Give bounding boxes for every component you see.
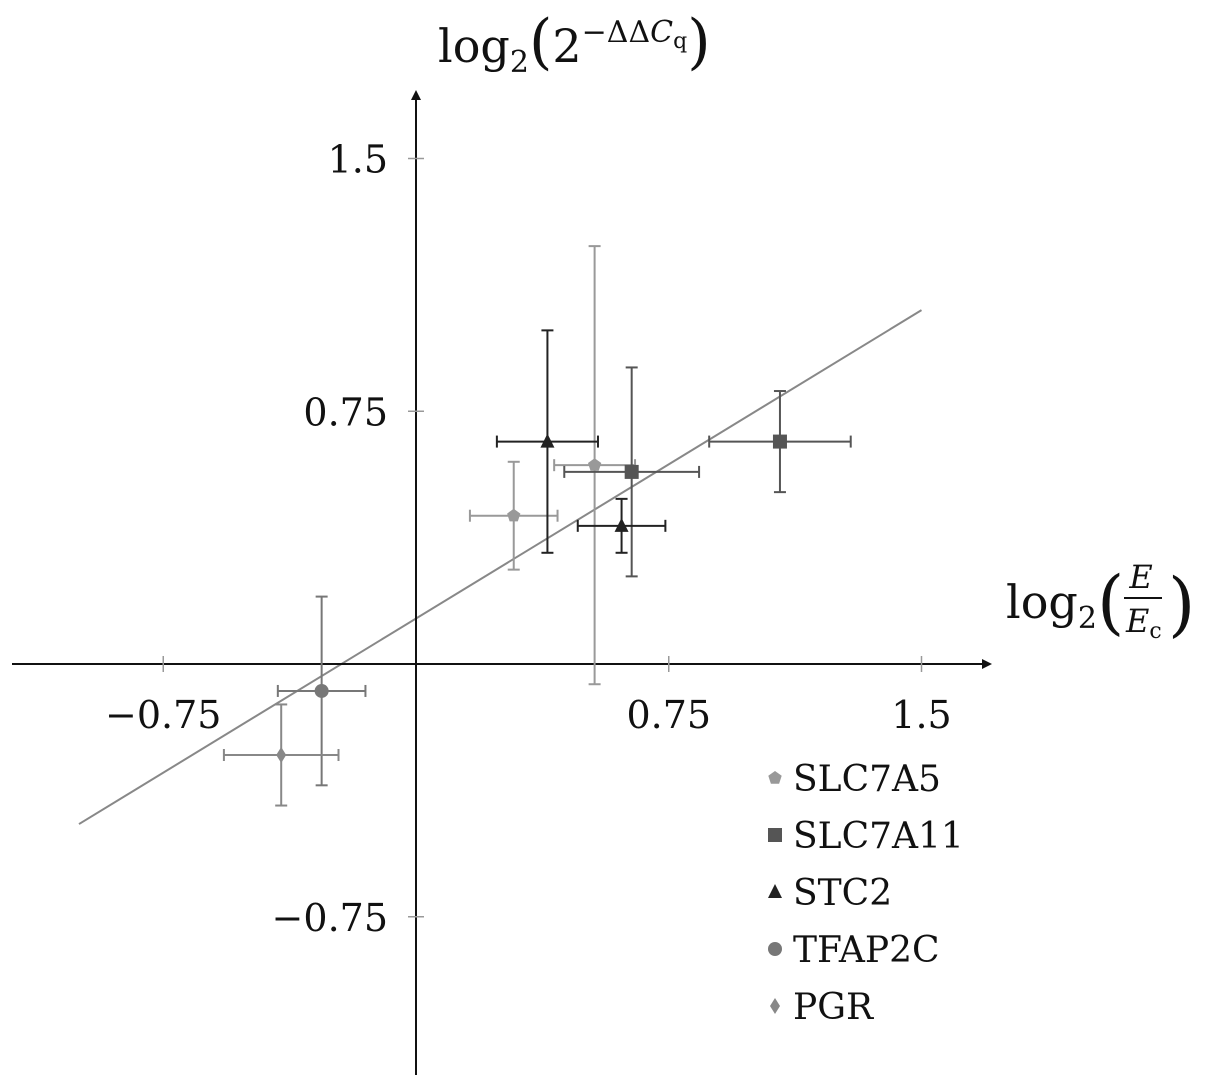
diamond-marker — [276, 746, 287, 763]
legend-triangle-marker — [768, 884, 782, 898]
y-axis-label-log: log — [438, 19, 510, 73]
legend-item-slc7a5: SLC7A5 — [768, 759, 941, 800]
x-tick-label-2: 1.5 — [891, 693, 951, 737]
y-axis-label-log-sub: 2 — [510, 45, 529, 80]
y-tick-label-0: 1.5 — [328, 138, 388, 182]
legend-item-pgr: PGR — [770, 987, 874, 1028]
ticks-group: −0.75 0.75 1.5 1.5 0.75 −0.75 — [105, 138, 952, 940]
legend-label-slc7a5: SLC7A5 — [793, 759, 941, 800]
legend-item-tfap2c: TFAP2C — [768, 930, 940, 971]
data-point-slc7a11-0 — [563, 366, 701, 578]
triangle-marker — [614, 517, 629, 532]
square-marker — [624, 464, 639, 479]
pentagon-marker — [507, 508, 521, 522]
regression-line — [78, 309, 923, 825]
x-tick-label-1: 0.75 — [626, 693, 711, 737]
data-point-slc7a11-1 — [708, 390, 852, 494]
y-axis-label-base: 2 — [552, 19, 581, 73]
data-point-stc2-1 — [576, 497, 667, 554]
x-axis-label-log: log2( — [1006, 561, 1124, 643]
legend-label-tfap2c: TFAP2C — [793, 930, 940, 971]
pentagon-marker — [588, 458, 602, 471]
x-tick-label-0: −0.75 — [105, 693, 221, 737]
x-axis-label-log-text: log — [1006, 575, 1078, 629]
x-axis-label-numerator: E — [1128, 558, 1152, 596]
legend-label-pgr: PGR — [793, 987, 874, 1028]
legend-item-stc2: STC2 — [768, 873, 892, 914]
data-point-slc7a5-0 — [468, 460, 559, 571]
data-points-group — [222, 245, 852, 807]
legend: SLC7A5 SLC7A11 STC2 TFAP2C PGR — [768, 759, 964, 1028]
axes-group — [12, 90, 992, 1075]
legend-item-slc7a11: SLC7A11 — [768, 816, 964, 857]
x-axis-label-paren-close: ) — [1168, 563, 1195, 645]
data-point-slc7a5-1 — [553, 245, 637, 686]
y-tick-label-2: −0.75 — [272, 896, 388, 940]
legend-diamond-marker — [770, 998, 780, 1014]
x-axis-label-paren-open: ( — [1097, 561, 1124, 643]
x-axis-label-denominator: Ec — [1125, 602, 1162, 644]
circle-marker — [314, 683, 329, 698]
y-axis-label: log2(2−ΔΔCq) — [438, 7, 711, 80]
x-axis-label-log-sub: 2 — [1078, 601, 1097, 636]
legend-pentagon-marker — [768, 771, 782, 784]
legend-square-marker — [768, 828, 782, 842]
data-point-stc2-0 — [495, 329, 599, 554]
data-point-pgr-0 — [222, 703, 340, 807]
data-point-tfap2c-0 — [276, 595, 367, 787]
fit-line-group — [78, 309, 923, 825]
y-axis-label-sup: −ΔΔ — [582, 15, 650, 50]
legend-label-stc2: STC2 — [793, 873, 892, 914]
y-axis-label-paren-open: ( — [529, 7, 552, 77]
legend-circle-marker — [768, 942, 782, 956]
y-axis-label-paren-close: ) — [687, 7, 710, 77]
triangle-marker — [540, 433, 555, 448]
square-marker — [772, 434, 787, 449]
y-axis-label-sup-c: C — [650, 15, 673, 50]
legend-label-slc7a11: SLC7A11 — [793, 816, 964, 857]
y-tick-label-1: 0.75 — [303, 390, 388, 434]
x-axis-label-den-sub: c — [1149, 619, 1161, 644]
x-axis-label-den-e: E — [1125, 602, 1149, 640]
y-axis-label-sup-c-sub: q — [673, 29, 687, 54]
